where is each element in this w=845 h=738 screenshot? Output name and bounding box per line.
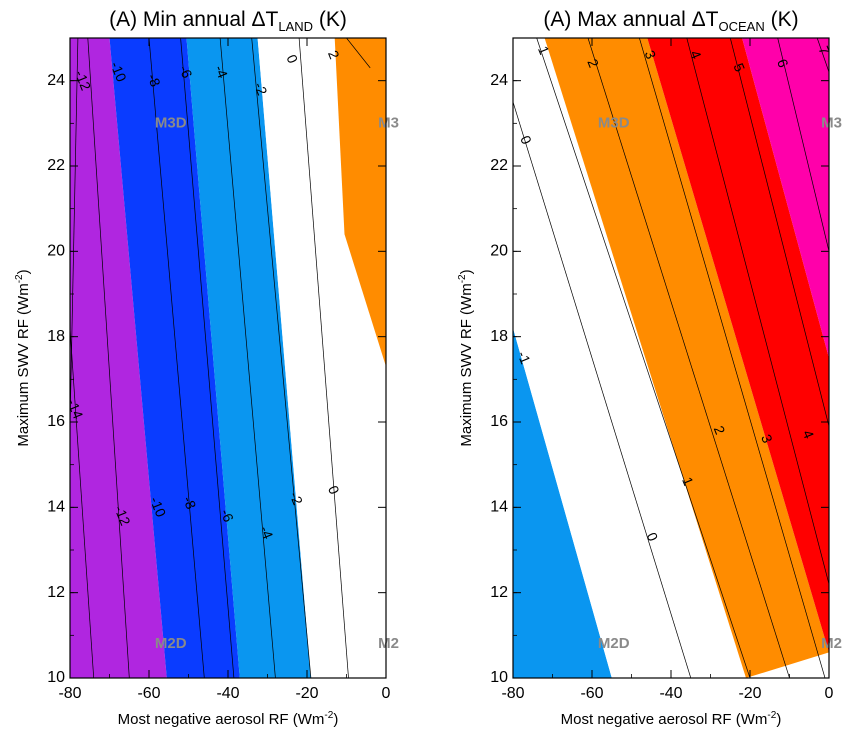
fill-band-3 <box>647 38 829 653</box>
marker-label-m3d: M3D <box>155 114 187 131</box>
contour-line-4 <box>639 38 826 678</box>
x-tick-label: -40 <box>659 685 682 702</box>
contour-line-6 <box>251 38 312 678</box>
y-tick-label: 16 <box>47 413 65 430</box>
x-tick-label: -60 <box>580 685 603 702</box>
marker-label-m2: M2 <box>821 635 842 652</box>
contour-label: -14 <box>64 396 86 421</box>
contour-line-0 <box>70 38 79 427</box>
fill-band-4 <box>742 38 829 358</box>
x-axis-label: Most negative aerosol RF (Wm-2) <box>118 710 339 728</box>
y-tick-label: 24 <box>47 72 65 89</box>
contour-line-2 <box>536 38 751 678</box>
contour-label: -8 <box>180 494 200 512</box>
contour-line-3 <box>587 38 790 678</box>
y-tick-label: 20 <box>47 243 65 260</box>
y-axis-label: Maximum SWV RF (Wm-2) <box>14 269 32 446</box>
contour-label: -4 <box>257 524 277 542</box>
contour-label: -8 <box>144 71 164 89</box>
contour-line-8 <box>816 38 829 73</box>
y-tick-label: 14 <box>47 499 65 516</box>
contour-label: -12 <box>111 503 133 528</box>
contour-line-8 <box>346 38 371 69</box>
y-tick-label: 18 <box>490 328 508 345</box>
x-tick-label: 0 <box>382 685 391 702</box>
marker-label-m3: M3 <box>821 114 842 131</box>
y-tick-label: 22 <box>47 157 65 174</box>
contour-line-1 <box>513 101 692 678</box>
marker-label-m2d: M2D <box>598 635 630 652</box>
contour-label: -10 <box>147 494 169 519</box>
y-tick-label: 12 <box>490 584 508 601</box>
y-axis-label: Maximum SWV RF (Wm-2) <box>457 269 475 446</box>
contour-label: -6 <box>176 63 196 81</box>
fill-band-4 <box>334 38 386 367</box>
y-tick-label: 16 <box>490 413 508 430</box>
x-tick-label: 0 <box>825 685 834 702</box>
y-tick-label: 20 <box>490 243 508 260</box>
contour-line-1 <box>70 323 95 678</box>
marker-label-m2: M2 <box>378 635 399 652</box>
contour-line-7 <box>298 38 349 678</box>
fill-band-0 <box>513 328 612 678</box>
marker-label-m2d: M2D <box>155 635 187 652</box>
x-tick-label: -20 <box>738 685 761 702</box>
fill-band-3 <box>257 38 386 678</box>
contour-line-5 <box>219 38 276 678</box>
marker-label-m3d: M3D <box>598 114 630 131</box>
contour-label: -2 <box>251 80 271 98</box>
fill-band-2 <box>544 38 829 678</box>
contour-label: -6 <box>217 507 237 525</box>
y-tick-label: 10 <box>47 669 65 686</box>
x-tick-label: -80 <box>501 685 524 702</box>
plot-area: -12 -10 -8 -6 -4-20 2-14-12 -10 -8-6-4-2 0 <box>64 38 386 678</box>
fill-band-2 <box>186 38 311 678</box>
y-tick-label: 22 <box>490 157 508 174</box>
x-tick-label: -40 <box>216 685 239 702</box>
y-tick-label: 18 <box>47 328 65 345</box>
y-tick-label: 12 <box>47 584 65 601</box>
marker-label-m3: M3 <box>378 114 399 131</box>
contour-label: -1 <box>514 349 534 367</box>
fill-band-1 <box>513 38 746 678</box>
contour-label: -4 <box>212 63 232 81</box>
x-tick-label: -80 <box>58 685 81 702</box>
contour-line-6 <box>729 38 829 427</box>
y-tick-label: 14 <box>490 499 508 516</box>
contour-line-4 <box>180 38 235 678</box>
y-tick-label: 24 <box>490 72 508 89</box>
x-tick-label: -20 <box>295 685 318 702</box>
contour-line-5 <box>686 38 829 585</box>
contour-label: -10 <box>107 59 129 84</box>
y-tick-label: 10 <box>490 669 508 686</box>
fill-band-0 <box>70 38 167 678</box>
panel-title: (A) Min annual ΔTLAND (K) <box>109 8 347 34</box>
plot-area: 123 45 670-123 410 <box>513 38 829 678</box>
panel-title: (A) Max annual ΔTOCEAN (K) <box>543 8 798 34</box>
contour-line-3 <box>148 38 205 678</box>
x-tick-label: -60 <box>137 685 160 702</box>
contour-label: -2 <box>287 490 307 508</box>
x-axis-label: Most negative aerosol RF (Wm-2) <box>561 710 782 728</box>
contour-line-7 <box>777 38 829 252</box>
fill-band-1 <box>109 38 240 678</box>
contour-label: -12 <box>72 68 94 93</box>
contour-line-2 <box>87 38 130 678</box>
